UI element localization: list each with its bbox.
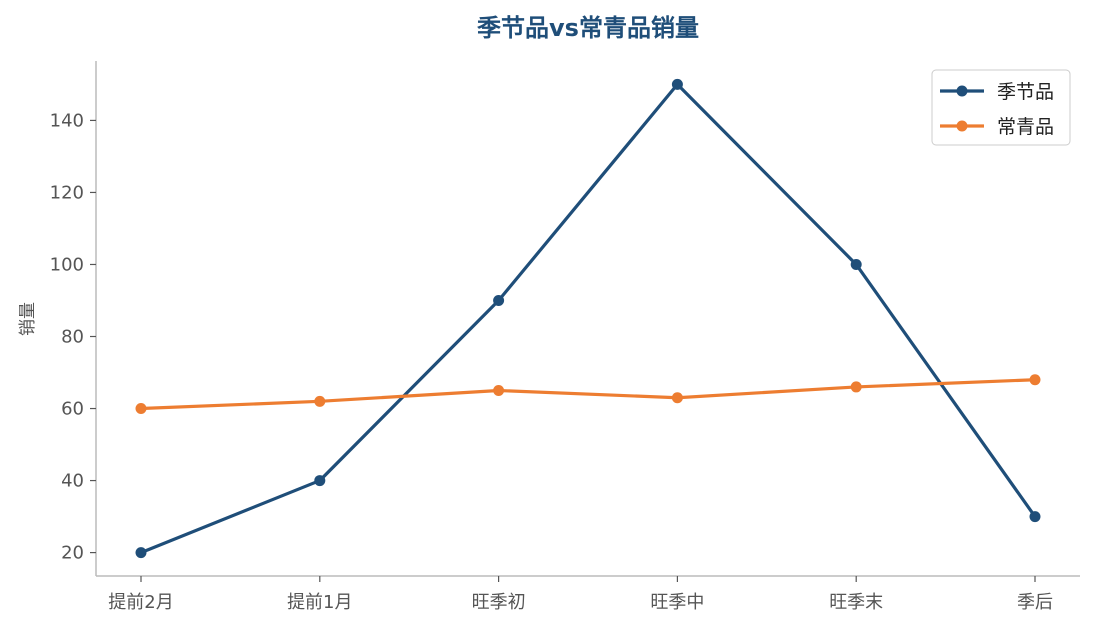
series-line-0: [139, 82, 1037, 555]
x-tick-label: 旺季中: [650, 592, 704, 613]
chart-title: 季节品vs常青品销量: [477, 14, 699, 42]
legend-label: 常青品: [997, 116, 1054, 138]
x-tick-label: 提前2月: [108, 592, 173, 613]
x-tick-label: 旺季末: [829, 592, 883, 613]
data-point: [493, 385, 505, 397]
y-axis-label: 销量: [18, 302, 38, 336]
data-point: [671, 78, 683, 90]
data-point: [1029, 511, 1041, 523]
y-tick-label: 40: [61, 471, 84, 492]
data-point: [314, 475, 326, 487]
y-tick-label: 100: [50, 254, 84, 275]
x-tick-label: 提前1月: [287, 592, 352, 613]
y-tick-label: 140: [50, 110, 84, 131]
data-point: [135, 547, 147, 559]
y-tick-label: 60: [61, 399, 84, 420]
x-tick-label: 季后: [1017, 592, 1053, 613]
data-point: [850, 258, 862, 270]
y-tick-label: 120: [50, 182, 84, 203]
y-tick-label: 20: [61, 543, 84, 564]
legend-marker: [956, 120, 968, 132]
legend-label: 季节品: [997, 81, 1054, 103]
data-point: [850, 381, 862, 393]
y-ticks: 20 40 60 80 100 120 140: [50, 110, 96, 564]
data-point: [1029, 374, 1041, 386]
legend-marker: [956, 85, 968, 97]
data-point: [671, 392, 683, 404]
data-point: [493, 294, 505, 306]
series-layer: [135, 78, 1041, 559]
series-line-1: [139, 378, 1037, 411]
x-tick-label: 旺季初: [472, 592, 526, 613]
x-ticks: 提前2月 提前1月 旺季初 旺季中 旺季末 季后: [108, 576, 1053, 613]
data-point: [135, 403, 147, 415]
data-point: [314, 395, 326, 407]
y-tick-label: 80: [61, 327, 84, 348]
